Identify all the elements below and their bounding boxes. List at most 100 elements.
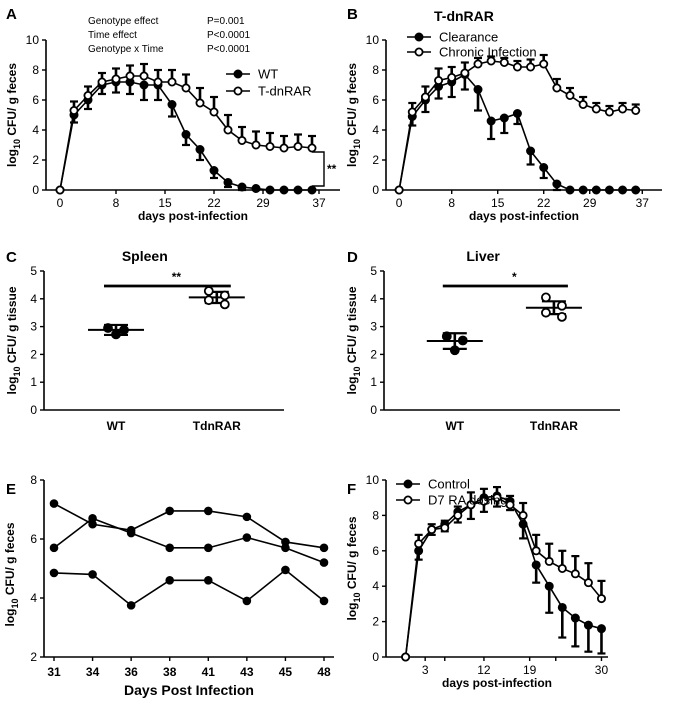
panel-F-series-0-point xyxy=(557,602,567,612)
panel-D-group-0-point xyxy=(457,335,468,346)
panel-F-series-1-point xyxy=(401,652,411,662)
panel-B-ytick-label: 8 xyxy=(372,63,379,77)
panel-E-series-2-point xyxy=(49,568,59,578)
panel-E-xtick-label: 45 xyxy=(279,665,293,679)
panel-F-xtick-label: 19 xyxy=(523,663,537,677)
panel-C-group-1-point xyxy=(219,290,230,301)
panel-A-stat-label: Time effect xyxy=(88,30,137,41)
panel-B-xtick-label: 22 xyxy=(537,196,551,210)
panel-F-series-1-point xyxy=(453,510,463,520)
panel-E-series-1-point xyxy=(165,543,175,553)
panel-A-xtick-label: 8 xyxy=(113,196,120,210)
panel-E-ytick-label: 8 xyxy=(30,473,37,487)
panel-B-xtick-label: 0 xyxy=(396,196,403,210)
panel-B-letter: B xyxy=(347,6,358,23)
panel-E-series-2-point xyxy=(319,596,329,606)
panel-D-group-1-point xyxy=(541,292,551,303)
panel-A-xtick-label: 15 xyxy=(158,196,172,210)
panel-F-legend-label: Control xyxy=(428,477,470,492)
panel-B-series-1-point xyxy=(512,62,522,72)
panel-D-group-1-point xyxy=(541,307,551,318)
panel-B-series-1-point xyxy=(591,104,601,114)
panel-A-letter: A xyxy=(6,6,17,23)
panel-B-series-1-point xyxy=(539,59,549,69)
panel-B-series-0-point xyxy=(565,185,575,195)
panel-B-series-0-point xyxy=(526,146,536,156)
panel-B-series-0-point xyxy=(512,109,522,119)
panel-A-ylabel: log10 CFU/ g feces xyxy=(5,63,22,167)
panel-B-xtick-label: 8 xyxy=(448,196,455,210)
panel-E-series-2-point xyxy=(88,570,97,579)
panel-B-series-0-point xyxy=(539,162,549,172)
panel-E-series-0-point xyxy=(242,512,252,522)
panel-B-series-1-point xyxy=(447,73,457,83)
panel-E-series-1-point xyxy=(242,533,252,542)
panel-C-group-0-point xyxy=(103,323,113,333)
panel-A-stat-value: P=0.001 xyxy=(207,16,245,27)
panel-B-ytick-label: 6 xyxy=(372,93,379,107)
panel-B-series-0-point xyxy=(486,116,496,126)
panel-A-series-0-point xyxy=(167,100,177,110)
panel-F-ytick-label: 4 xyxy=(372,579,379,593)
panel-B-xtick-label: 37 xyxy=(636,196,650,210)
panel-F-series-1-point xyxy=(479,496,489,506)
panel-A-xtick-label: 37 xyxy=(312,196,326,210)
panel-C-ytick-label: 0 xyxy=(30,403,37,417)
panel-A-series-1-point xyxy=(237,135,247,145)
panel-E-series-0-point xyxy=(203,506,213,516)
panel-B-series-1-point xyxy=(578,100,588,110)
panel-F-series-1-point xyxy=(505,500,515,510)
panel-A-series-1-point xyxy=(69,106,79,116)
panel-B-series-0-point xyxy=(552,179,562,189)
panel-F-ylabel-group: log10 CFU/ g feces xyxy=(345,516,362,620)
panel-A-series-1-point xyxy=(139,71,149,81)
panel-D-sig-label: * xyxy=(512,270,517,284)
panel-E-series-2-line xyxy=(53,568,325,607)
panel-A-series-1-point xyxy=(265,141,275,151)
panel-A-ylabel-group: log10 CFU/ g feces xyxy=(5,63,22,167)
panel-F-series-1-point xyxy=(427,525,437,535)
panel-A-series-0-point xyxy=(237,182,247,192)
panel-B-series-1-point xyxy=(460,68,470,78)
panel-A-series-1-point xyxy=(209,107,219,117)
panel-A-series-1-point xyxy=(83,91,93,101)
panel-F-ytick-label: 2 xyxy=(372,615,379,629)
panel-E-ytick-label: 2 xyxy=(30,650,37,664)
panel-B-series-0-point xyxy=(631,185,641,195)
panel-E-series-1-point xyxy=(88,514,97,523)
panel-A-series-1-point xyxy=(279,143,289,153)
panel-C-letter: C xyxy=(6,249,17,266)
panel-A-ytick-label: 6 xyxy=(32,93,39,107)
panel-F-series-1-point xyxy=(596,594,606,604)
panel-E-series-1-point xyxy=(49,543,59,553)
panel-A-series-1-point xyxy=(167,77,177,87)
panel-A-stat-value: P<0.0001 xyxy=(207,44,251,55)
panel-A-series-1-point xyxy=(153,77,163,87)
panel-D-group-1-point xyxy=(557,311,567,322)
panel-B-ytick-label: 2 xyxy=(372,153,379,167)
panel-D-ytick-label: 1 xyxy=(370,375,377,389)
panel-A-legend-label: WT xyxy=(258,67,278,82)
panel-F-series-1-line xyxy=(404,496,603,658)
panel-B-ylabel-group: log10 CFU/ g feces xyxy=(345,63,362,167)
panel-D-title: Liver xyxy=(466,248,500,264)
panel-D-ytick-label: 0 xyxy=(370,403,377,417)
panel-E-xtick-label: 36 xyxy=(124,665,138,679)
panel-B-series-0-point xyxy=(618,185,628,195)
panel-E-series-0-line xyxy=(53,502,325,549)
panel-F-xtick-label: 3 xyxy=(422,663,429,677)
panel-D-group-1-point xyxy=(557,300,567,311)
panel-E-series-0-point xyxy=(319,543,329,553)
panel-F-ytick-label: 8 xyxy=(372,508,379,522)
panel-F-series-1-point xyxy=(492,493,502,503)
panel-A-ytick-label: 8 xyxy=(32,63,39,77)
panel-A-series-0-point xyxy=(139,80,149,90)
panel-E-xtick-label: 34 xyxy=(86,665,100,679)
panel-A-series-0-point xyxy=(181,129,191,139)
panel-E-series-1-line xyxy=(53,517,325,564)
panel-A-series-1-point xyxy=(195,98,205,108)
panel-C-category-label: WT xyxy=(107,419,126,433)
panel-D-ytick-label: 5 xyxy=(370,264,377,278)
panel-D-ylabel: log10 CFU/ g tissue xyxy=(345,286,362,394)
